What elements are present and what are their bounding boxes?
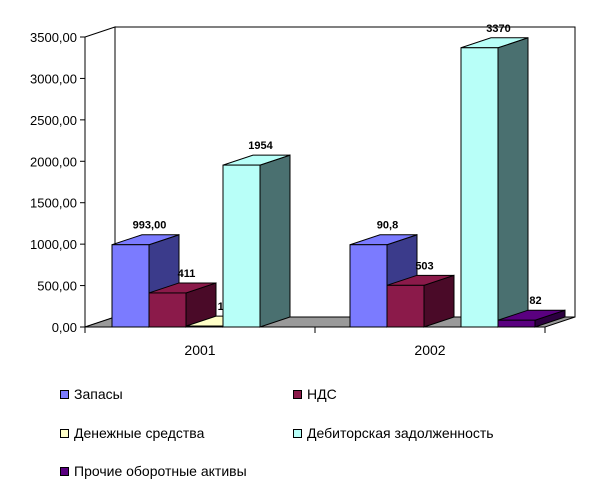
bar-side (259, 154, 291, 328)
legend-item-cash: Денежные средства (60, 425, 204, 441)
legend-swatch (293, 428, 302, 438)
x-tick-label: 2001 (184, 342, 215, 358)
legend-item-zapasy: Запасы (60, 386, 123, 402)
y-tick-label: 0,00 (52, 320, 77, 335)
bar (148, 292, 187, 328)
data-label: 503 (415, 260, 433, 272)
bar (222, 164, 261, 328)
bar (111, 244, 150, 328)
data-label: 82 (529, 295, 541, 307)
legend-item-receivables: Дебиторская задолженность (293, 425, 494, 441)
bar (460, 47, 499, 328)
legend-label: Прочие оборотные активы (74, 463, 247, 479)
data-label: 993,00 (133, 220, 167, 232)
data-label: 411 (178, 268, 196, 280)
legend-swatch (293, 389, 302, 399)
bar (185, 325, 224, 328)
data-label: 1954 (248, 140, 273, 152)
bar (497, 319, 536, 328)
legend-item-nds: НДС (293, 386, 337, 402)
bar-side (497, 37, 529, 328)
bar-chart: 0,00 500,00 1000,00 1500,00 2000,00 2500,00 30… (30, 23, 576, 358)
bar (386, 284, 425, 328)
y-tick-label: 1000,00 (30, 237, 77, 252)
legend-label: НДС (307, 386, 337, 402)
data-label: 90,8 (377, 220, 398, 232)
y-tick-label: 3000,00 (30, 71, 77, 86)
x-tick-label: 2002 (414, 342, 445, 358)
bar (349, 244, 388, 328)
legend-swatch (60, 466, 69, 476)
legend-label: Запасы (74, 386, 123, 402)
y-tick-label: 500,00 (37, 279, 77, 294)
legend-swatch (60, 428, 69, 438)
legend-item-other: Прочие оборотные активы (60, 463, 247, 479)
y-tick-label: 3500,00 (30, 30, 77, 45)
y-tick-label: 2000,00 (30, 154, 77, 169)
y-tick-label: 1500,00 (30, 196, 77, 211)
legend-swatch (60, 389, 69, 399)
legend-label: Денежные средства (74, 425, 205, 441)
y-tick-label: 2500,00 (30, 113, 77, 128)
left-wall (84, 26, 116, 328)
chart-legend: Запасы НДС Денежные средства Дебиторская… (0, 378, 607, 497)
legend-label: Дебиторская задолженность (307, 425, 494, 441)
data-label: 3370 (486, 23, 510, 35)
